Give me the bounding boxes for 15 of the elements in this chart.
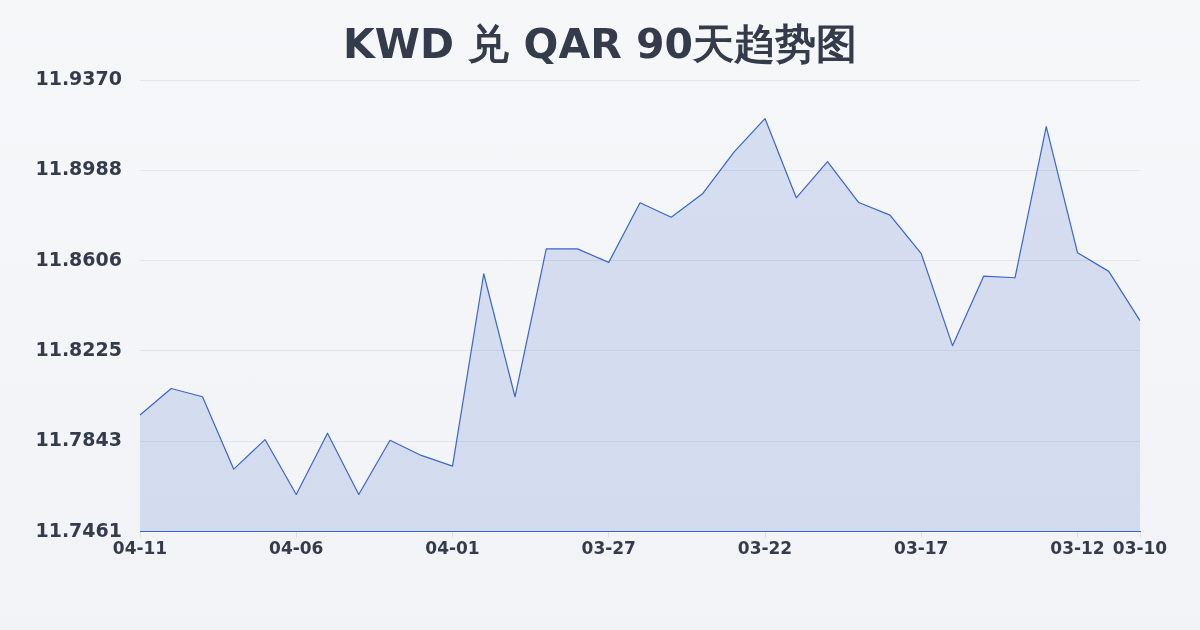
y-tick-label: 11.9370 [35, 66, 122, 89]
y-tick-label: 11.8988 [35, 157, 122, 180]
x-tick-label: 04-11 [112, 538, 168, 559]
x-tick-label: 03-17 [894, 538, 949, 559]
y-tick-label: 11.7843 [35, 428, 122, 451]
chart-title: KWD 兑 QAR 90天趋势图 [342, 20, 858, 68]
x-tick-label: 03-27 [581, 538, 636, 559]
x-tick-label: 03-22 [737, 538, 793, 559]
x-tick-label: 03-12 [1050, 538, 1105, 559]
x-tick-label: 04-06 [269, 538, 324, 559]
x-tick-label: 04-01 [425, 538, 480, 559]
y-tick-label: 11.8606 [35, 247, 122, 270]
y-tick-label: 11.7461 [35, 518, 122, 541]
x-tick-label: 03-10 [1112, 538, 1168, 559]
y-tick-label: 11.8225 [35, 337, 122, 360]
